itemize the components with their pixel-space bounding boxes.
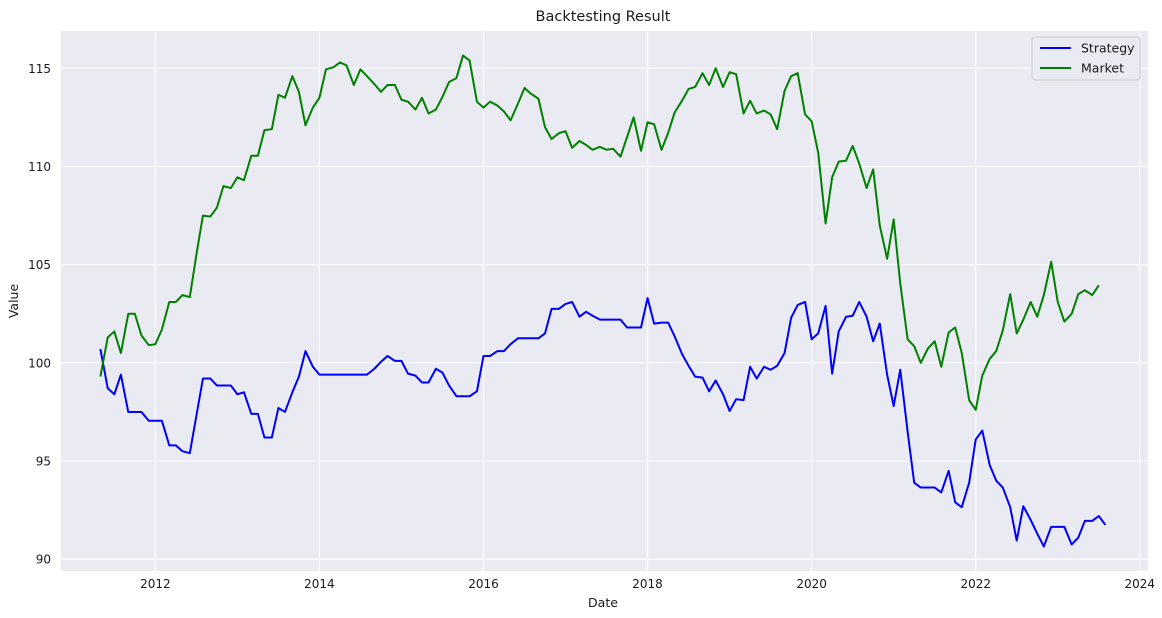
y-axis-label: Value	[6, 284, 21, 319]
y-tick-label: 100	[28, 356, 51, 370]
x-tick-label: 2014	[304, 577, 335, 591]
y-tick-label: 90	[36, 553, 51, 567]
y-tick-label: 95	[36, 455, 51, 469]
y-axis-ticks: 90 95 100 105 110 115	[28, 62, 51, 567]
legend-label-strategy: Strategy	[1081, 41, 1135, 56]
x-tick-label: 2018	[632, 577, 663, 591]
chart-title: Backtesting Result	[536, 9, 671, 25]
y-tick-label: 115	[28, 62, 51, 76]
grid-lines	[61, 31, 1148, 571]
x-tick-label: 2016	[468, 577, 499, 591]
x-tick-label: 2020	[796, 577, 827, 591]
series-lines	[99, 54, 1107, 548]
plot-area	[61, 31, 1148, 571]
legend: Strategy Market	[1031, 36, 1141, 81]
series-line-strategy	[99, 297, 1107, 548]
y-tick-label: 110	[28, 160, 51, 174]
series-line-market	[99, 54, 1100, 411]
x-tick-label: 2024	[1125, 577, 1156, 591]
x-tick-label: 2022	[960, 577, 991, 591]
legend-label-market: Market	[1081, 61, 1124, 76]
x-tick-label: 2012	[140, 577, 171, 591]
x-axis-label: Date	[588, 595, 618, 610]
y-tick-label: 105	[28, 258, 51, 272]
x-axis-ticks: 2012 2014 2016 2018 2020 2022 2024	[140, 577, 1155, 591]
